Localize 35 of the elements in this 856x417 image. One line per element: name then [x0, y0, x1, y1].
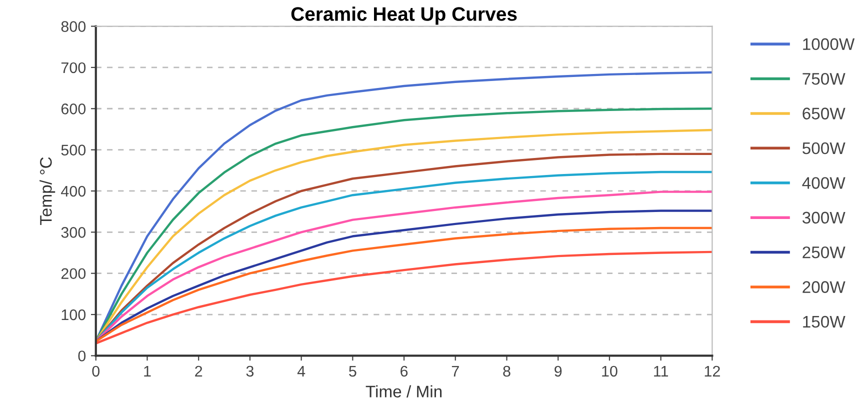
x-tick-label: 4	[297, 366, 306, 376]
legend-label: 400W	[802, 177, 846, 189]
y-tick-label: 0	[78, 350, 86, 362]
y-tick-label: 300	[61, 227, 86, 238]
x-tick-label: 6	[400, 366, 408, 377]
x-tick-label: 1	[144, 366, 151, 376]
line-series	[96, 250, 712, 344]
legend-label: 1000W	[803, 38, 855, 50]
x-tick-label: 2	[195, 366, 202, 376]
x-tick-label: 8	[503, 366, 510, 377]
x-tick-label: 10	[602, 366, 618, 377]
legend-label: 500W	[802, 142, 846, 154]
y-tick-label: 700	[61, 62, 86, 74]
legend-label: 150W	[803, 316, 846, 328]
x-tick-label: 9	[554, 366, 562, 377]
legend-label: 300W	[802, 212, 846, 224]
x-tick-label: 12	[704, 366, 720, 376]
x-tick-label: 0	[92, 366, 100, 377]
y-tick-label: 800	[61, 21, 86, 32]
x-tick-label: 11	[654, 366, 668, 376]
y-tick-label: 200	[61, 268, 86, 280]
x-tick-label: 5	[349, 366, 356, 377]
y-tick-label: 100	[62, 309, 86, 320]
chart-title: Ceramic Heat Up Curves	[291, 6, 517, 25]
legend-label: 750W	[802, 72, 846, 85]
y-tick-label: 400	[61, 186, 86, 197]
x-tick-label: 3	[246, 366, 254, 377]
legend-label: 200W	[802, 281, 846, 293]
x-tick-label: 7	[452, 366, 459, 376]
y-tick-label: 500	[61, 144, 86, 156]
legend-label: 650W	[802, 108, 846, 120]
legend-label: 250W	[802, 246, 846, 258]
y-axis-title: Temp/ °C	[40, 157, 56, 225]
y-tick-label: 600	[61, 103, 86, 114]
x-axis-title: Time / Min	[366, 385, 442, 398]
